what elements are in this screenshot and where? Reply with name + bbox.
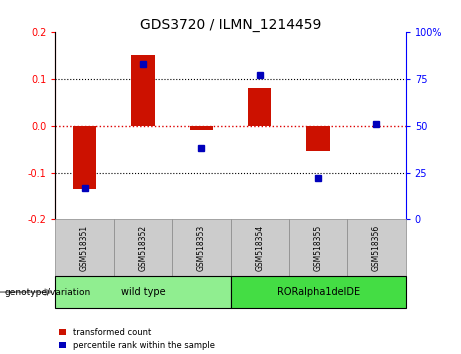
Bar <box>248 88 272 126</box>
Text: GDS3720 / ILMN_1214459: GDS3720 / ILMN_1214459 <box>140 18 321 32</box>
Bar <box>230 276 406 308</box>
Text: wild type: wild type <box>121 287 165 297</box>
Bar <box>307 126 330 152</box>
Bar <box>55 276 230 308</box>
Bar <box>114 219 172 276</box>
Text: GSM518355: GSM518355 <box>313 225 323 271</box>
Text: GSM518353: GSM518353 <box>197 225 206 271</box>
Text: GSM518354: GSM518354 <box>255 225 264 271</box>
Text: GSM518351: GSM518351 <box>80 225 89 271</box>
Bar <box>189 126 213 130</box>
Text: GSM518352: GSM518352 <box>138 225 148 271</box>
Bar <box>73 126 96 189</box>
Bar <box>289 219 347 276</box>
Bar <box>230 219 289 276</box>
Text: GSM518356: GSM518356 <box>372 225 381 271</box>
Bar <box>131 55 154 126</box>
Bar <box>347 219 406 276</box>
Text: RORalpha1delDE: RORalpha1delDE <box>277 287 360 297</box>
Bar <box>55 219 114 276</box>
Bar <box>172 219 230 276</box>
Legend: transformed count, percentile rank within the sample: transformed count, percentile rank withi… <box>59 328 215 350</box>
Text: genotype/variation: genotype/variation <box>5 287 91 297</box>
